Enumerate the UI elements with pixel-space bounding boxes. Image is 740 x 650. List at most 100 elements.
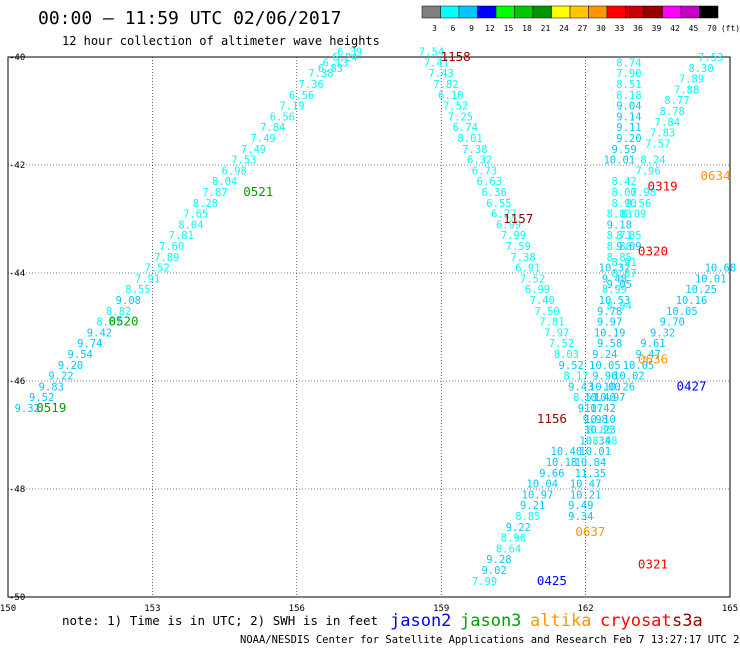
- swh-value: 8.74: [616, 57, 641, 69]
- colorbar-swatch: [662, 5, 682, 19]
- swh-value: 9.58: [597, 338, 622, 350]
- swh-value: 10.01: [695, 273, 727, 285]
- legend-altika: altika: [530, 611, 591, 631]
- swh-value: 10.05: [589, 360, 621, 372]
- colorbar-swatch: [477, 5, 497, 19]
- track-points: 9.329.529.839.229.209.549.749.428.878.82…: [15, 47, 737, 588]
- swh-value: 7.52: [145, 263, 170, 275]
- pass-label: 0636: [638, 351, 668, 366]
- y-tick-label: -50: [9, 593, 25, 603]
- swh-value: 8.09: [621, 209, 646, 221]
- colorbar-swatch: [514, 5, 534, 19]
- swh-value: 8.82: [106, 306, 131, 318]
- swh-value: 9.54: [68, 349, 93, 361]
- swh-value: 8.91: [611, 257, 636, 269]
- colorbar-swatch: [606, 5, 626, 19]
- swh-value: 9.42: [87, 327, 112, 339]
- swh-value: 9.22: [506, 522, 531, 534]
- swh-value: 8.78: [660, 106, 685, 118]
- swh-value: 9.24: [592, 349, 617, 361]
- swh-value: 10.02: [613, 371, 645, 383]
- swh-value: 9.66: [539, 468, 564, 480]
- pass-label: 1157: [503, 211, 533, 226]
- swh-value: 7.40: [530, 295, 555, 307]
- swh-value: 7.57: [645, 138, 670, 150]
- swh-value: 7.87: [202, 187, 227, 199]
- colorbar-label: 42: [670, 24, 680, 33]
- swh-value: 9.04: [616, 101, 641, 113]
- swh-value: 10.26: [603, 381, 635, 393]
- swh-value: 8.28: [193, 198, 218, 210]
- swh-value: 9.11: [616, 122, 641, 134]
- swh-value: 8.86: [587, 425, 612, 437]
- colorbar-swatch: [458, 5, 478, 19]
- grid: [7, 56, 731, 598]
- y-tick-label: -44: [9, 269, 25, 279]
- swh-value: 9.70: [660, 317, 685, 329]
- colorbar-swatch: [643, 5, 663, 19]
- swh-value: 7.36: [299, 79, 324, 91]
- y-tick-label: -42: [9, 161, 25, 171]
- swh-value: 10.21: [570, 489, 602, 501]
- swh-value: 8.04: [212, 176, 237, 188]
- swh-value: 7.49: [241, 144, 266, 156]
- swh-value: 7.81: [539, 317, 564, 329]
- swh-value: 9.83: [39, 381, 64, 393]
- swh-value: 7.38: [462, 144, 487, 156]
- swh-value: 10.34: [579, 435, 611, 447]
- swh-value: 8.04: [178, 219, 203, 231]
- swh-value: 7.43: [429, 68, 454, 80]
- pass-label: 0319: [648, 179, 678, 194]
- swh-value: 6.91: [515, 263, 540, 275]
- swh-value: 8.85: [515, 511, 540, 523]
- swh-value: 8.94: [607, 300, 632, 312]
- swh-value: 6.24: [332, 52, 357, 64]
- swh-value: 7.65: [183, 209, 208, 221]
- swh-value: 7.53: [698, 52, 723, 64]
- swh-value: 10.42: [584, 403, 616, 415]
- pass-label: 0320: [638, 243, 668, 258]
- colorbar-label: 27: [578, 24, 588, 33]
- swh-value: 10.00: [589, 381, 621, 393]
- x-tick-label: 153: [144, 604, 160, 614]
- swh-value: 9.08: [116, 295, 141, 307]
- swh-value: 6.99: [525, 284, 550, 296]
- swh-value: 9.20: [616, 133, 641, 145]
- swh-value: 9.09: [616, 241, 641, 253]
- swh-value: 8.85: [607, 252, 632, 264]
- swh-value: 10.97: [594, 392, 626, 404]
- swh-value: 6.39: [337, 47, 362, 59]
- swh-value: 11.35: [575, 468, 607, 480]
- swh-value: 7.53: [231, 155, 256, 167]
- colorbar-swatch: [421, 5, 441, 19]
- colorbar: 3 6 9 12 15 18 21 24 27 30 33 36 39 42 45 70 (ft): [421, 5, 740, 33]
- swh-value: 10.40: [551, 446, 583, 458]
- swh-value: 7.25: [448, 111, 473, 123]
- x-tick-label: 156: [289, 604, 305, 614]
- swh-value: 6.32: [467, 155, 492, 167]
- swh-value: 9.32: [15, 403, 40, 415]
- swh-value: 8.24: [640, 155, 665, 167]
- swh-value: 7.89: [154, 252, 179, 264]
- swh-value: 9.22: [48, 371, 73, 383]
- swh-value: 8.03: [554, 349, 579, 361]
- swh-value: 9.48: [602, 273, 627, 285]
- legend-jason2: jason2: [390, 611, 451, 631]
- swh-value: 10.05: [666, 306, 698, 318]
- pass-label: 1156: [537, 411, 567, 426]
- swh-value: 9.96: [592, 371, 617, 383]
- swh-value: 10.47: [570, 479, 602, 491]
- swh-value: 8.53: [573, 392, 598, 404]
- colorbar-swatch: [532, 5, 552, 19]
- swh-value: 9.32: [650, 327, 675, 339]
- swh-value: 9.74: [77, 338, 102, 350]
- pass-label: 0521: [243, 184, 273, 199]
- swh-value: 10.04: [526, 479, 558, 491]
- swh-value: 6.56: [270, 111, 295, 123]
- colorbar-label: 15: [504, 24, 514, 33]
- note-text: note: 1) Time is in UTC; 2) SWH is in fe…: [62, 613, 378, 628]
- swh-value: 7.41: [424, 57, 449, 69]
- colorbar-swatch: [625, 5, 645, 19]
- swh-value: 9.47: [636, 349, 661, 361]
- pass-label: 0637: [575, 524, 605, 539]
